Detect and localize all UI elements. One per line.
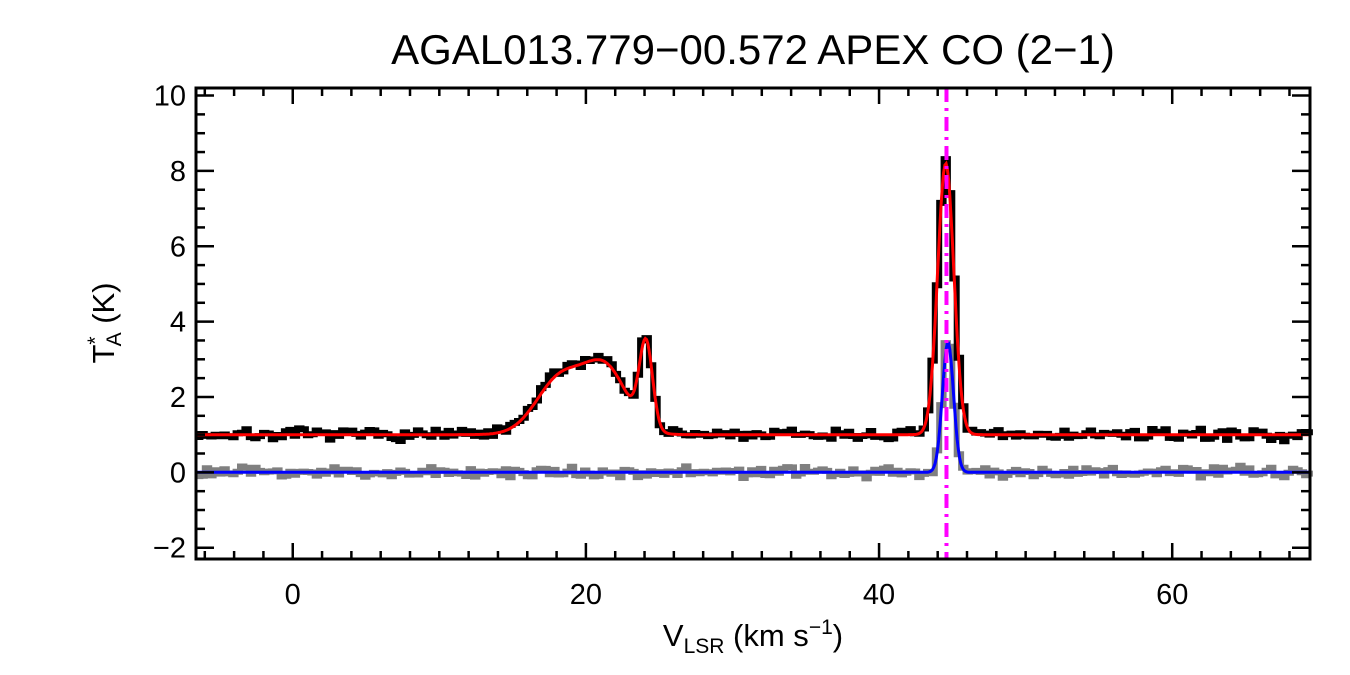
y-tick-label: 4 [170,307,186,339]
x-tick-labels: 0 20 40 60 [285,579,1189,611]
residual-fit-line [196,341,1310,474]
y-axis-label: T*A (K) [84,282,126,363]
y-tick-label: −2 [153,533,186,565]
x-tick-label: 40 [863,579,895,611]
y-tick-labels: −2 0 2 4 6 8 10 [153,81,186,565]
plot-frame [194,86,1312,561]
y-tick-label: 0 [170,457,186,489]
x-tick-label: 0 [285,579,301,611]
y-tick-label: 2 [170,382,186,414]
residual-spectrum-histogram [196,340,1313,482]
y-tick-label: 8 [170,156,186,188]
series-layer [196,156,1313,482]
chart-title: AGAL013.779−00.572 APEX CO (2−1) [391,26,1115,73]
y-tick-label: 10 [154,81,186,113]
x-tick-label: 20 [570,579,602,611]
y-tick-label: 6 [170,231,186,263]
fit-line [196,160,1310,437]
plot-area [194,86,1313,561]
observed-spectrum-histogram [196,156,1313,445]
x-axis-label: VLSR (km s−1) [663,616,843,658]
x-tick-label: 60 [1156,579,1188,611]
axis-ticks [196,88,1310,559]
